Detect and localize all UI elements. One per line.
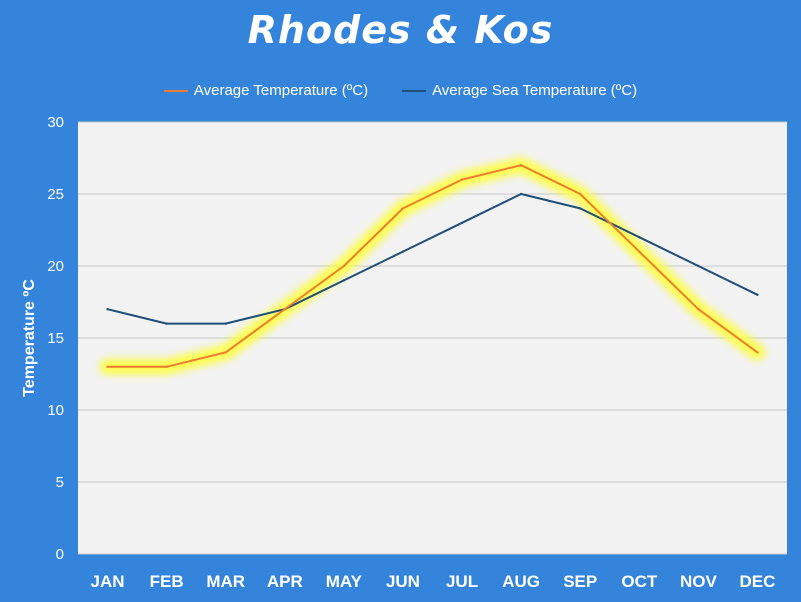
data-point-average-temperature	[460, 178, 464, 181]
series-line-sea-temperature	[107, 193, 758, 325]
legend-item-sea-temperature: Average Sea Temperature (ºC)	[402, 82, 637, 99]
x-tick-label: OCT	[621, 572, 658, 591]
x-tick-label: SEP	[563, 572, 597, 591]
y-tick-label: 5	[56, 474, 64, 491]
data-point-average-temperature	[342, 264, 346, 268]
legend-swatch-sea-temperature	[402, 89, 427, 92]
y-tick-label: 0	[56, 546, 64, 563]
data-point-average-temperature	[106, 365, 109, 368]
data-point-average-temperature	[519, 164, 523, 167]
data-point-average-temperature	[283, 308, 286, 311]
data-point-sea-temperature	[460, 221, 464, 224]
legend-item-average-temperature: Average Temperature (ºC)	[163, 82, 369, 99]
data-point-sea-temperature	[401, 250, 405, 253]
legend-label-average-temperature: Average Temperature (ºC)	[193, 82, 369, 99]
data-point-sea-temperature	[342, 279, 346, 282]
data-point-sea-temperature	[224, 322, 227, 325]
x-tick-label: AUG	[502, 572, 540, 591]
y-tick-label: 10	[47, 402, 64, 419]
data-point-average-temperature	[224, 351, 227, 354]
data-point-sea-temperature	[165, 322, 168, 325]
data-point-sea-temperature	[519, 192, 523, 196]
x-tick-label: DEC	[740, 572, 776, 591]
x-tick-label: MAY	[326, 572, 363, 591]
y-tick-label: 20	[47, 258, 64, 275]
data-point-average-temperature	[165, 365, 168, 368]
data-point-average-temperature	[756, 351, 759, 354]
data-point-average-temperature	[697, 308, 700, 311]
x-tick-label: JAN	[91, 572, 125, 591]
data-point-average-temperature	[579, 192, 582, 196]
data-point-sea-temperature	[106, 308, 109, 311]
x-tick-label: MAR	[206, 572, 245, 591]
data-point-sea-temperature	[579, 207, 582, 210]
x-tick-label: NOV	[680, 572, 718, 591]
legend: Average Temperature (ºC) Average Sea Tem…	[0, 82, 801, 99]
legend-swatch-average-temperature	[163, 89, 188, 92]
x-tick-label: JUL	[446, 572, 478, 591]
series-line-average-temperature	[107, 164, 759, 368]
y-tick-label: 15	[47, 330, 64, 347]
x-tick-label: APR	[267, 572, 303, 591]
chart-title: Rhodes & Kos	[247, 8, 554, 52]
y-tick-label: 30	[47, 114, 64, 131]
x-tick-label: JUN	[386, 572, 420, 591]
y-tick-label: 25	[47, 186, 64, 203]
data-point-sea-temperature	[756, 293, 759, 296]
data-point-average-temperature	[401, 207, 405, 210]
data-point-sea-temperature	[638, 236, 641, 239]
data-point-sea-temperature	[697, 264, 700, 268]
data-point-average-temperature	[638, 250, 641, 253]
legend-label-sea-temperature: Average Sea Temperature (ºC)	[432, 82, 638, 99]
x-tick-label: FEB	[150, 572, 184, 591]
